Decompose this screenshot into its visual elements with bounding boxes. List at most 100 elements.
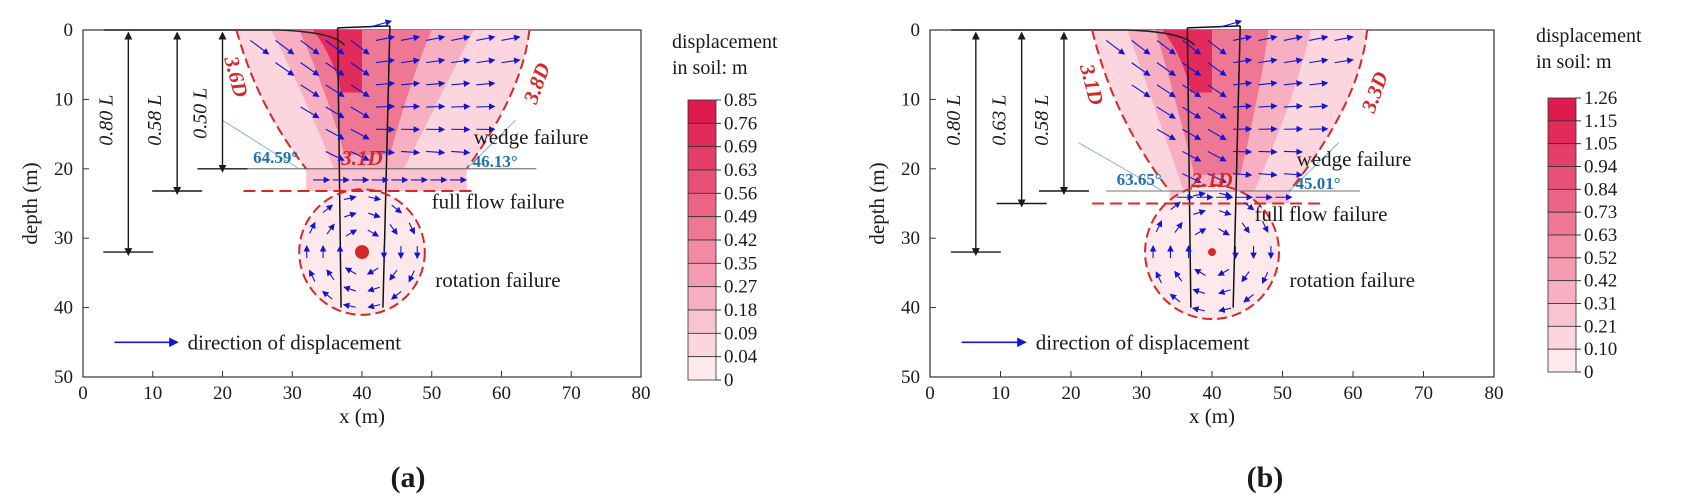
colorbar-label: 0.27 [724, 277, 757, 298]
colorbar-segment [687, 262, 717, 288]
rotation-center [355, 245, 369, 260]
wedge-failure-label: wedge failure [1297, 147, 1412, 171]
displacement-arrow [1169, 293, 1181, 303]
colorbar-segment [687, 216, 717, 241]
displacement-arrow [1233, 171, 1253, 178]
wedge-boundary-right [1288, 29, 1369, 192]
x-tick-label: 70 [562, 383, 581, 404]
displacement-arrow [451, 34, 471, 42]
displacement-arrow [300, 106, 320, 119]
y-tick-label: 30 [54, 228, 73, 249]
displacement-arrow [408, 222, 415, 235]
displacement-arrow [325, 150, 345, 161]
x-tick-label: 10 [991, 383, 1010, 404]
displacement-arrow [1241, 271, 1250, 283]
displacement-arrow [309, 269, 316, 282]
displacement-arrow [375, 149, 396, 156]
displacement-arrow [476, 80, 496, 87]
displacement-arrow [1182, 39, 1202, 55]
displacement-arrows [250, 19, 521, 310]
y-tick-label: 10 [901, 89, 920, 110]
y-tick-label: 50 [54, 367, 73, 388]
rotation-failure-label: rotation failure [435, 268, 560, 292]
displacement-arrow [325, 84, 345, 98]
displacement-arrow [1156, 62, 1176, 77]
displacement-arrow [1194, 268, 1206, 276]
rotation-failure-label: rotation failure [1290, 268, 1415, 292]
displacement-arrow [325, 128, 345, 140]
x-tick-label: 40 [1203, 383, 1222, 404]
flow-failure-label: full flow failure [1255, 202, 1388, 226]
displacement-arrow [350, 106, 370, 119]
colorbar-title-line2: in soil: m [1536, 51, 1612, 73]
displacement-arrow [275, 62, 295, 76]
x-tick-label: 40 [353, 383, 372, 404]
displacement-arrow [1283, 80, 1304, 87]
x-tick-label: 20 [1062, 383, 1081, 404]
colorbar-segment [687, 332, 717, 358]
displacement-arrow [1258, 148, 1278, 156]
displacement-arrow [1258, 57, 1278, 64]
angle-ray-right [466, 119, 516, 170]
depth-mark-label: 0.80 L [95, 95, 117, 146]
x-tick-label: 50 [422, 383, 441, 404]
displacement-arrow [344, 267, 357, 275]
displacement-arrows [1105, 19, 1354, 313]
depth-mark-label: 0.58 L [1031, 95, 1053, 146]
displacement-arrow [342, 302, 356, 310]
displacement-arrow [1194, 228, 1207, 236]
angle-right-label: 46.13° [473, 152, 518, 171]
displacement-arrow [501, 57, 521, 65]
displacement-arrow [345, 229, 358, 237]
displacement-arrow [1156, 39, 1176, 55]
displacement-arrow [366, 267, 379, 275]
displacement-arrow [1283, 57, 1303, 64]
colorbar-label: 0.49 [724, 207, 757, 228]
x-tick-label: 60 [492, 383, 511, 404]
displacement-arrow [391, 204, 402, 214]
displacement-arrow [275, 39, 295, 55]
displacement-arrow [1217, 268, 1230, 276]
displacement-arrow [350, 62, 370, 76]
colorbar-segment [687, 146, 717, 171]
colorbar-label: 0.76 [724, 113, 757, 134]
colorbar-label: 0.04 [724, 347, 758, 368]
displacement-arrow [368, 19, 393, 28]
displacement-arrow [426, 80, 446, 87]
colorbar-label: 0.56 [724, 183, 757, 204]
pile-head [1187, 25, 1241, 29]
displacement-arrow [375, 103, 396, 110]
panel-b: 0 10 20 30 40 50 60 70 80 0 10 20 30 40 50 x (m) depth (… [865, 19, 1642, 494]
colorbar-segment [1547, 143, 1577, 167]
colorbar-segment [1547, 166, 1577, 190]
colorbar-segment [1547, 325, 1577, 350]
wedge-boundary-left [235, 29, 307, 170]
angle-ray-left [1077, 142, 1163, 192]
depth-mark-label: 0.58 L [144, 95, 166, 146]
displacement-arrow [350, 128, 370, 140]
colorbar-label: 0.21 [1584, 316, 1617, 337]
displacement-arrow [1218, 228, 1230, 236]
colorbar-label: 0.35 [724, 253, 757, 274]
displacement-arrow [1233, 57, 1253, 64]
displacement-arrow [1170, 201, 1181, 211]
colorbar-label: 0.52 [1584, 248, 1617, 269]
displacement-arrow [451, 149, 471, 156]
angle-right-label: 45.01° [1296, 174, 1341, 193]
displacement-arrow [1174, 221, 1183, 233]
displacement-arrow [1243, 293, 1254, 303]
displacement-arrow [325, 39, 345, 55]
x-tick-label: 50 [1273, 383, 1292, 404]
displacement-arrow [1258, 80, 1278, 87]
displacement-arrow [1309, 80, 1329, 87]
displacement-arrow [322, 204, 334, 214]
displacement-arrow [1309, 102, 1329, 110]
displacement-arrow [408, 270, 415, 283]
displacement-arrow [1218, 209, 1232, 216]
displacement-arrow [1258, 171, 1278, 178]
displacement-arrow [1258, 34, 1278, 42]
colorbar-segment [1547, 120, 1577, 145]
y-tick-label: 20 [54, 159, 73, 180]
colorbar-label: 0 [1584, 362, 1594, 383]
